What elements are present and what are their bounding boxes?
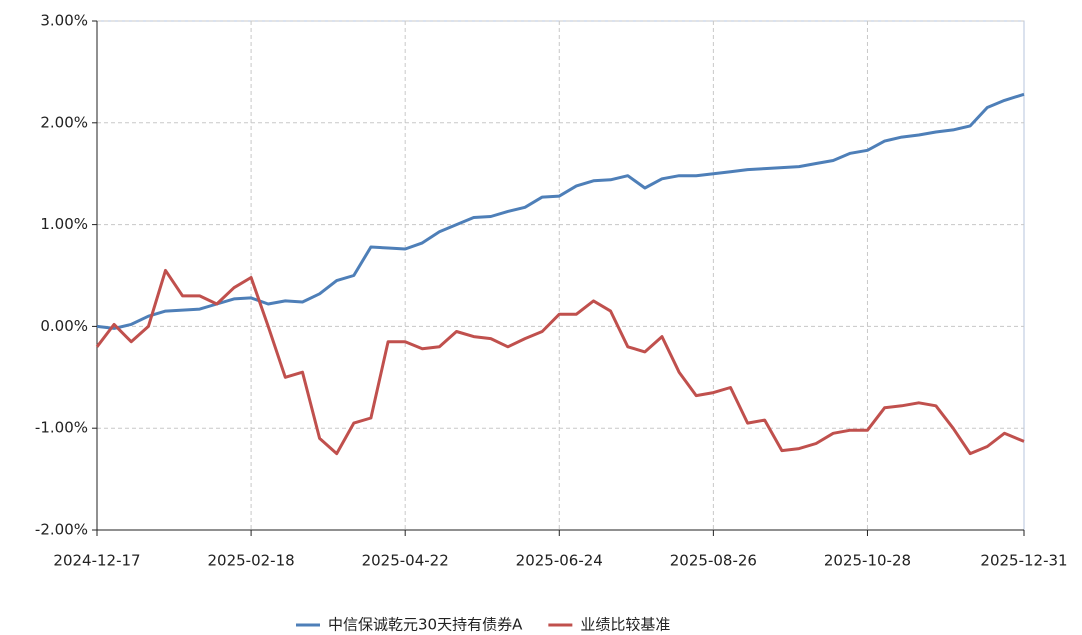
- legend-label: 业绩比较基准: [580, 616, 670, 634]
- data-line: [96, 92, 1025, 330]
- x-tick-label: 2025-10-28: [824, 552, 911, 570]
- legend-label: 中信保诚乾元30天持有债券A: [328, 616, 523, 634]
- data-line: [95, 268, 1025, 456]
- y-tick-label: -2.00%: [35, 521, 88, 539]
- plot-border: [96, 20, 1025, 531]
- x-tick-label: 2025-04-22: [362, 552, 449, 570]
- x-tick-label: 2025-12-31: [980, 552, 1067, 570]
- y-tick-label: 1.00%: [40, 215, 88, 233]
- x-tick-label: 2025-06-24: [516, 552, 603, 570]
- y-tick-label: 0.00%: [40, 317, 88, 335]
- y-tick-label: 2.00%: [40, 113, 88, 131]
- x-tick-label: 2025-08-26: [670, 552, 757, 570]
- y-tick-label: -1.00%: [35, 419, 88, 437]
- x-tick-label: 2024-12-17: [53, 552, 140, 570]
- x-tick-label: 2025-02-18: [207, 552, 294, 570]
- y-tick-label: 3.00%: [40, 12, 88, 30]
